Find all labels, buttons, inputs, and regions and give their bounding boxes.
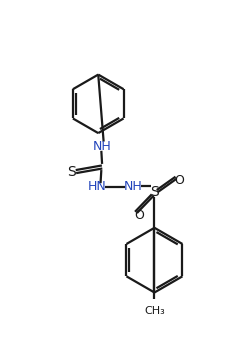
Text: HN: HN	[87, 181, 106, 194]
Text: CH₃: CH₃	[144, 306, 165, 316]
Text: NH: NH	[93, 140, 111, 153]
Text: S: S	[150, 186, 159, 199]
Text: O: O	[174, 174, 184, 187]
Text: O: O	[134, 209, 144, 222]
Text: NH: NH	[123, 181, 142, 194]
Text: S: S	[67, 165, 76, 178]
